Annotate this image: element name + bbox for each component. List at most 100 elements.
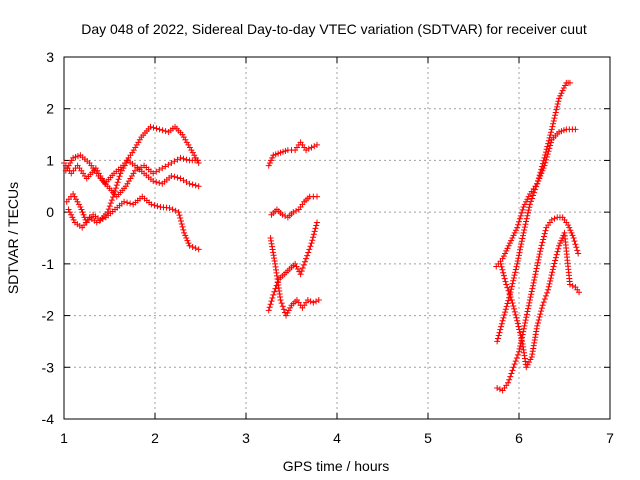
- data-point: [549, 123, 556, 130]
- data-point: [542, 151, 549, 158]
- data-point: [524, 196, 531, 203]
- data-point: [265, 307, 272, 314]
- data-point: [539, 239, 546, 246]
- data-point: [499, 266, 506, 273]
- data-point: [69, 214, 76, 221]
- data-point: [534, 262, 541, 269]
- x-tick-label: 5: [424, 430, 432, 446]
- data-point: [175, 209, 182, 216]
- data-point: [534, 319, 541, 326]
- data-point: [560, 85, 567, 92]
- data-point: [536, 251, 543, 258]
- axis-ticks: [63, 56, 611, 420]
- y-tick-label: 3: [46, 49, 54, 65]
- data-point: [526, 359, 533, 366]
- data-point: [180, 226, 187, 233]
- data-point: [299, 264, 306, 271]
- data-point: [528, 288, 535, 295]
- data-point: [547, 277, 554, 284]
- data-point: [516, 215, 523, 222]
- data-point: [120, 165, 127, 172]
- data-point: [499, 255, 506, 262]
- data-point: [131, 167, 138, 174]
- data-point: [271, 255, 278, 262]
- data-point: [549, 266, 556, 273]
- data-point: [514, 258, 521, 265]
- data-point: [520, 203, 527, 210]
- data-point: [71, 193, 78, 200]
- data-point: [527, 294, 534, 301]
- data-point: [498, 323, 505, 330]
- data-point: [502, 250, 509, 257]
- data-point: [522, 221, 529, 228]
- data-point: [512, 311, 519, 318]
- data-point: [93, 219, 100, 226]
- data-point: [538, 242, 545, 249]
- y-tick-label: -2: [42, 308, 55, 324]
- data-point: [496, 386, 503, 393]
- y-tick-label: -1: [42, 256, 55, 272]
- data-point: [178, 218, 184, 225]
- data-point: [552, 112, 559, 119]
- data-point: [547, 132, 554, 139]
- data-point: [510, 364, 517, 371]
- data-point: [310, 299, 317, 306]
- data-point: [171, 173, 178, 180]
- data-point: [150, 170, 157, 177]
- data-point: [536, 253, 543, 260]
- data-point: [268, 298, 275, 305]
- data-point: [315, 297, 322, 304]
- data-point: [494, 338, 501, 345]
- data-point: [511, 272, 518, 279]
- data-point: [509, 300, 516, 307]
- data-point: [115, 176, 122, 183]
- data-point: [500, 269, 507, 276]
- data-point: [538, 305, 545, 312]
- data-point: [523, 215, 530, 222]
- y-axis-label: SDTVAR / TECUs: [5, 182, 21, 294]
- data-point: [500, 253, 507, 260]
- series-track-c4: [497, 229, 583, 371]
- data-point: [550, 263, 557, 270]
- data-point: [558, 237, 565, 244]
- data-point: [513, 354, 520, 361]
- data-point: [566, 79, 573, 86]
- data-point: [506, 290, 513, 297]
- data-point: [510, 274, 517, 281]
- x-tick-label: 2: [151, 430, 159, 446]
- data-point: [531, 189, 538, 196]
- data-point: [112, 185, 119, 192]
- data-point: [195, 183, 202, 190]
- data-point: [503, 303, 510, 310]
- data-point: [107, 200, 114, 207]
- data-point: [536, 172, 543, 179]
- data-point: [548, 216, 555, 223]
- data-point: [537, 311, 544, 318]
- data-point: [545, 286, 552, 293]
- data-point: [524, 308, 531, 315]
- data-point: [546, 134, 553, 141]
- data-point: [269, 294, 276, 301]
- data-point: [192, 182, 199, 189]
- data-point: [500, 314, 507, 321]
- data-point: [168, 172, 175, 179]
- y-tick-label: 2: [46, 101, 54, 117]
- data-point: [527, 198, 534, 205]
- data-point: [99, 216, 106, 223]
- data-point: [526, 297, 533, 304]
- data-point: [547, 275, 554, 282]
- data-point: [531, 276, 538, 283]
- data-point: [162, 128, 169, 135]
- data-point: [520, 229, 527, 236]
- data-point: [185, 240, 192, 247]
- data-point: [111, 191, 118, 198]
- data-point: [268, 240, 275, 247]
- data-point: [552, 254, 559, 261]
- data-point: [188, 147, 195, 154]
- data-point: [540, 233, 547, 240]
- data-point: [268, 157, 275, 164]
- data-point: [121, 198, 128, 205]
- data-point: [521, 224, 528, 231]
- series-track-a2: [62, 152, 201, 200]
- data-point: [535, 174, 542, 181]
